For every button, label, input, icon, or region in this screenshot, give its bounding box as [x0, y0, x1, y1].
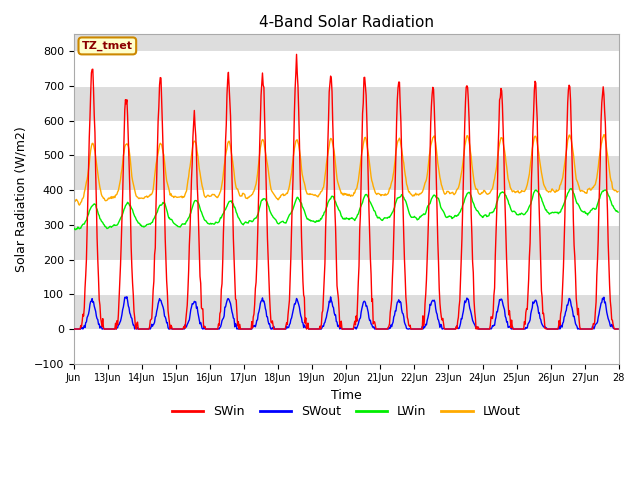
SWin: [260, 116, 268, 121]
LWin: [282, 220, 290, 226]
Line: LWout: LWout: [74, 134, 618, 205]
X-axis label: Time: Time: [331, 389, 362, 402]
Bar: [74, 225, 619, 260]
SWin: [70, 326, 77, 332]
SWout: [403, 325, 410, 331]
SWout: [234, 326, 242, 332]
SWin: [403, 302, 410, 308]
LWout: [614, 188, 622, 194]
LWout: [433, 154, 441, 159]
LWin: [234, 215, 242, 220]
SWin: [433, 212, 441, 217]
Line: SWout: SWout: [74, 297, 618, 329]
LWin: [568, 186, 575, 192]
Bar: [74, 190, 619, 225]
LWout: [76, 202, 83, 208]
Line: LWin: LWin: [74, 189, 618, 229]
SWout: [262, 305, 269, 311]
Bar: [74, 51, 619, 86]
SWout: [70, 326, 77, 332]
LWout: [70, 200, 77, 206]
Bar: [74, 86, 619, 121]
Line: SWin: SWin: [74, 54, 618, 329]
LWin: [433, 195, 441, 201]
Bar: [74, 294, 619, 329]
LWin: [614, 209, 622, 215]
LWin: [134, 220, 142, 226]
SWout: [123, 294, 131, 300]
SWout: [614, 326, 622, 332]
LWout: [282, 192, 290, 197]
Y-axis label: Solar Radiation (W/m2): Solar Radiation (W/m2): [15, 126, 28, 272]
SWout: [433, 312, 441, 317]
Title: 4-Band Solar Radiation: 4-Band Solar Radiation: [259, 15, 434, 30]
Bar: [74, 329, 619, 364]
SWout: [134, 326, 142, 332]
SWin: [292, 51, 300, 57]
Text: TZ_tmet: TZ_tmet: [82, 41, 133, 51]
Legend: SWin, SWout, LWin, LWout: SWin, SWout, LWin, LWout: [167, 400, 525, 423]
LWout: [134, 195, 142, 201]
SWout: [282, 326, 290, 332]
Bar: [74, 260, 619, 294]
Bar: [74, 121, 619, 156]
LWin: [262, 196, 269, 202]
Bar: [74, 156, 619, 190]
SWin: [234, 323, 241, 329]
LWout: [403, 181, 410, 187]
LWin: [403, 201, 410, 207]
SWin: [134, 319, 141, 325]
SWin: [282, 326, 289, 332]
LWin: [70, 226, 77, 232]
LWout: [600, 132, 608, 137]
LWin: [72, 227, 79, 232]
LWout: [234, 188, 242, 194]
LWout: [262, 149, 269, 155]
SWin: [614, 326, 622, 332]
